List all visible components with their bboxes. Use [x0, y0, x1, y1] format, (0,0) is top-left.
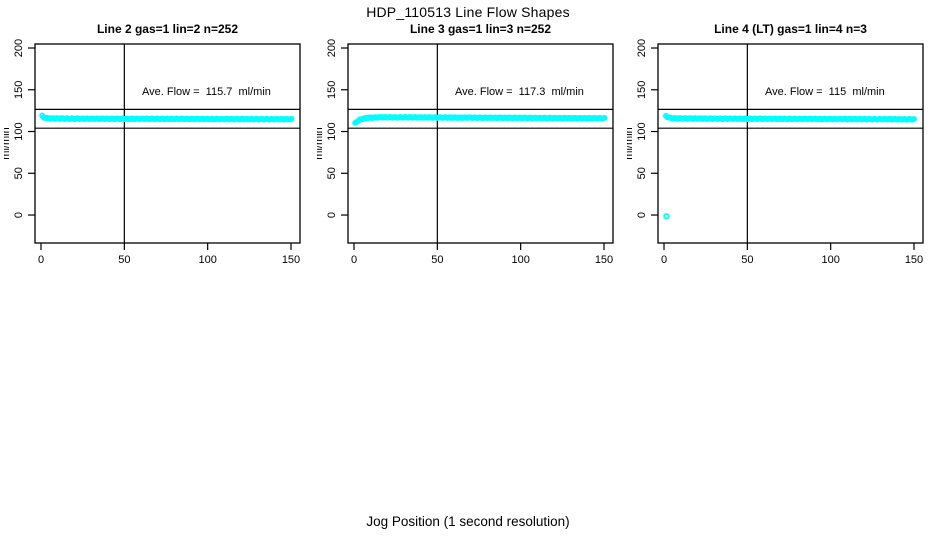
y-tick-label: 0: [326, 212, 338, 218]
x-tick-label: 150: [595, 254, 613, 266]
y-tick-label: 100: [636, 122, 648, 140]
y-tick-label: 150: [326, 81, 338, 99]
y-tick-label: 0: [636, 212, 648, 218]
y-tick-label: 100: [326, 122, 338, 140]
plot-box: [347, 43, 614, 244]
data-points: [352, 113, 608, 126]
y-tick-label: 50: [636, 167, 648, 179]
ave-flow-annotation: Ave. Flow = 117.3 ml/min: [455, 86, 584, 98]
x-tick-label: 100: [198, 254, 216, 266]
panel-line-3: Line 3 gas=1 lin=3 n=252 0 50 100 150 0 50 100…: [317, 20, 617, 280]
panel-title: Line 2 gas=1 lin=2 n=252: [96, 22, 239, 36]
plot-area: 0 50 100 150 0 50 100 150 200 ml/min: [317, 39, 614, 266]
y-tick-label: 150: [636, 81, 648, 99]
data-point: [601, 114, 608, 121]
panel-line-4: Line 4 (LT) gas=1 lin=4 n=3 0 50 100 150 0 50…: [627, 20, 927, 280]
x-tick-label: 100: [821, 254, 839, 266]
ave-flow-annotation: Ave. Flow = 115.7 ml/min: [142, 86, 271, 98]
data-points: [663, 112, 917, 220]
y-tick-label: 200: [326, 39, 338, 57]
plot-box: [34, 43, 301, 244]
y-tick-label: 0: [13, 212, 25, 218]
x-tick-label: 0: [351, 254, 357, 266]
x-tick-label: 50: [741, 254, 753, 266]
x-tick-label: 50: [431, 254, 443, 266]
x-tick-label: 0: [38, 254, 44, 266]
y-tick-label: 150: [13, 81, 25, 99]
plot-box: [657, 43, 924, 244]
x-tick-label: 100: [511, 254, 529, 266]
y-axis-label: ml/min: [627, 127, 635, 159]
y-axis-label: ml/min: [4, 127, 12, 159]
ave-flow-annotation: Ave. Flow = 115 ml/min: [765, 86, 885, 98]
main-title: HDP_110513 Line Flow Shapes: [366, 4, 570, 20]
x-tick-label: 150: [905, 254, 923, 266]
panel-line-2: Line 2 gas=1 lin=2 n=252 0 50 100 150 0 50 100…: [4, 20, 304, 280]
y-tick-label: 100: [13, 122, 25, 140]
y-tick-label: 50: [13, 167, 25, 179]
data-point: [288, 115, 295, 122]
y-axis-label: ml/min: [317, 127, 325, 159]
panel-title: Line 4 (LT) gas=1 lin=4 n=3: [714, 22, 867, 36]
y-tick-label: 200: [636, 39, 648, 57]
plot-area: 0 50 100 150 0 50 100 150 200 ml/min: [4, 39, 301, 266]
plot-area: 0 50 100 150 0 50 100 150 200 ml/min: [627, 39, 924, 266]
x-axis-title: Jog Position (1 second resolution): [366, 514, 570, 529]
x-tick-label: 0: [661, 254, 667, 266]
data-points: [39, 112, 295, 123]
y-tick-label: 200: [13, 39, 25, 57]
y-tick-label: 50: [326, 167, 338, 179]
x-tick-label: 150: [282, 254, 300, 266]
data-point: [911, 116, 917, 122]
outlier-point: [663, 213, 670, 220]
x-tick-label: 50: [118, 254, 130, 266]
panel-title: Line 3 gas=1 lin=3 n=252: [409, 22, 552, 36]
